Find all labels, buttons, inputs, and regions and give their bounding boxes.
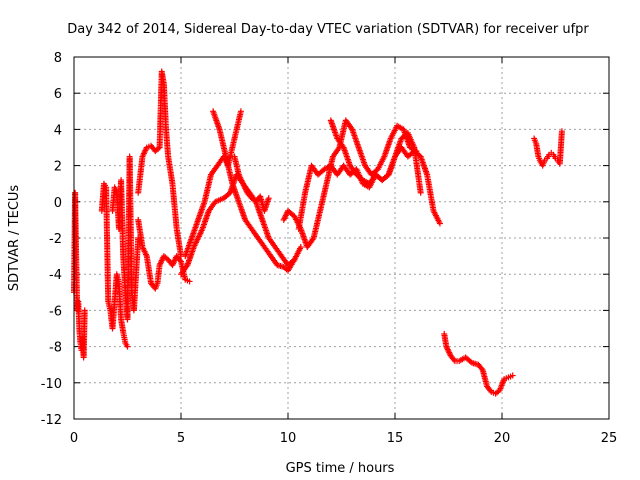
x-tick-label: 0	[70, 431, 78, 446]
x-tick-label: 20	[494, 431, 511, 446]
data-point	[487, 387, 494, 394]
y-tick-label: -8	[49, 341, 62, 356]
data-point	[176, 257, 183, 264]
x-tick-label: 25	[601, 431, 618, 446]
y-tick-label: 6	[54, 87, 62, 102]
x-tick-label: 10	[280, 431, 297, 446]
data-point	[237, 108, 244, 115]
data-point	[436, 220, 443, 227]
chart-title: Day 342 of 2014, Sidereal Day-to-day VTE…	[67, 22, 589, 37]
y-tick-label: -6	[49, 304, 62, 319]
data-markers	[71, 68, 565, 397]
data-point	[81, 307, 88, 314]
y-tick-label: 0	[54, 196, 62, 211]
y-tick-label: 2	[54, 160, 62, 175]
data-point	[124, 343, 131, 350]
y-tick-label: 8	[54, 51, 62, 66]
y-tick-label: -12	[41, 413, 62, 428]
y-tick-label: -10	[41, 377, 62, 392]
data-point	[509, 372, 516, 379]
y-tick-label: 4	[54, 123, 62, 138]
y-axis-label: SDTVAR / TECUs	[7, 185, 22, 292]
data-point	[265, 195, 272, 202]
data-point	[291, 256, 298, 263]
data-point	[417, 189, 424, 196]
y-tick-label: -2	[49, 232, 62, 247]
x-axis-label: GPS time / hours	[286, 461, 395, 476]
y-tick-label: -4	[49, 268, 62, 283]
plot-area	[73, 56, 610, 420]
data-point	[558, 128, 565, 135]
grid-lines	[74, 57, 609, 419]
x-tick-label: 15	[387, 431, 404, 446]
data-point	[186, 278, 193, 285]
x-tick-label: 5	[177, 431, 185, 446]
data-point	[297, 244, 304, 251]
data-point	[450, 356, 457, 363]
